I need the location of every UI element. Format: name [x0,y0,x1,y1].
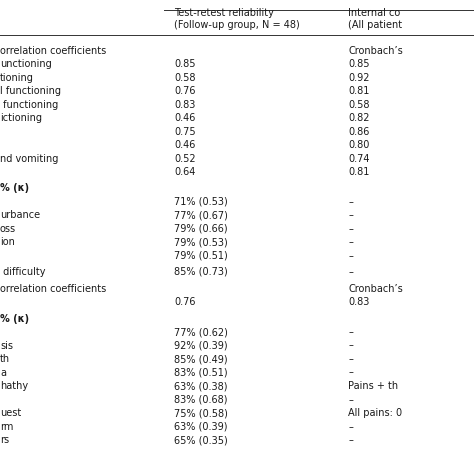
Text: a: a [0,367,6,378]
Text: 71% (0.53): 71% (0.53) [174,197,228,207]
Text: l functioning: l functioning [0,86,61,96]
Text: 0.83: 0.83 [348,297,370,307]
Text: –: – [348,354,353,364]
Text: All pains: 0: All pains: 0 [348,408,402,418]
Text: oss: oss [0,224,16,234]
Text: functioning: functioning [0,100,58,109]
Text: 77% (0.67): 77% (0.67) [174,210,228,220]
Text: tioning: tioning [0,73,34,82]
Text: 63% (0.38): 63% (0.38) [174,381,228,391]
Text: –: – [348,340,353,351]
Text: 0.92: 0.92 [348,73,370,82]
Text: 0.58: 0.58 [348,100,370,109]
Text: 0.46: 0.46 [174,113,196,123]
Text: rs: rs [0,435,9,445]
Text: –: – [348,435,353,445]
Text: –: – [348,421,353,432]
Text: –: – [348,327,353,337]
Text: 85% (0.73): 85% (0.73) [174,267,228,277]
Text: 65% (0.35): 65% (0.35) [174,435,228,445]
Text: 0.58: 0.58 [174,73,196,82]
Text: ion: ion [0,237,15,247]
Text: 0.86: 0.86 [348,127,370,137]
Text: –: – [348,394,353,405]
Text: –: – [348,224,353,234]
Text: % (κ): % (κ) [0,183,29,193]
Text: ictioning: ictioning [0,113,42,123]
Text: 0.85: 0.85 [174,59,196,69]
Text: nd vomiting: nd vomiting [0,154,58,164]
Text: Internal co
(All patient: Internal co (All patient [348,8,402,29]
Text: –: – [348,237,353,247]
Text: 0.82: 0.82 [348,113,370,123]
Text: rm: rm [0,421,13,432]
Text: 0.46: 0.46 [174,140,196,150]
Text: hathy: hathy [0,381,28,391]
Text: –: – [348,197,353,207]
Text: 0.81: 0.81 [348,167,370,177]
Text: 83% (0.68): 83% (0.68) [174,394,228,405]
Text: 79% (0.53): 79% (0.53) [174,237,228,247]
Text: –: – [348,251,353,261]
Text: difficulty: difficulty [0,267,46,277]
Text: orrelation coefficients: orrelation coefficients [0,46,106,55]
Text: 85% (0.49): 85% (0.49) [174,354,228,364]
Text: 0.76: 0.76 [174,86,196,96]
Text: Pains + th: Pains + th [348,381,399,391]
Text: 0.80: 0.80 [348,140,370,150]
Text: 77% (0.62): 77% (0.62) [174,327,228,337]
Text: 75% (0.58): 75% (0.58) [174,408,228,418]
Text: Cronbach’s: Cronbach’s [348,46,403,55]
Text: 0.83: 0.83 [174,100,196,109]
Text: 83% (0.51): 83% (0.51) [174,367,228,378]
Text: 0.76: 0.76 [174,297,196,307]
Text: urbance: urbance [0,210,40,220]
Text: 79% (0.51): 79% (0.51) [174,251,228,261]
Text: Test-retest reliability
(Follow-up group, N = 48): Test-retest reliability (Follow-up group… [174,8,300,29]
Text: sis: sis [0,340,13,351]
Text: orrelation coefficients: orrelation coefficients [0,283,106,294]
Text: –: – [348,267,353,277]
Text: th: th [0,354,10,364]
Text: Cronbach’s: Cronbach’s [348,283,403,294]
Text: 63% (0.39): 63% (0.39) [174,421,228,432]
Text: % (κ): % (κ) [0,313,29,324]
Text: 0.52: 0.52 [174,154,196,164]
Text: –: – [348,367,353,378]
Text: 0.74: 0.74 [348,154,370,164]
Text: 92% (0.39): 92% (0.39) [174,340,228,351]
Text: 0.64: 0.64 [174,167,196,177]
Text: 0.75: 0.75 [174,127,196,137]
Text: –: – [348,210,353,220]
Text: 0.81: 0.81 [348,86,370,96]
Text: uest: uest [0,408,21,418]
Text: 0.85: 0.85 [348,59,370,69]
Text: unctioning: unctioning [0,59,52,69]
Text: 79% (0.66): 79% (0.66) [174,224,228,234]
